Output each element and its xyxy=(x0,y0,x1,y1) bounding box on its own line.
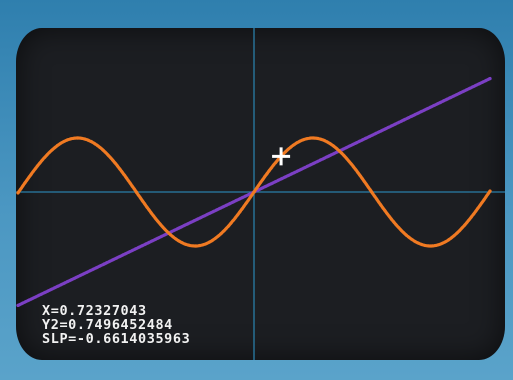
function-plot xyxy=(16,28,505,360)
trace-readout: X=0.72327043 Y2=0.7496452484 SLP=-0.6614… xyxy=(42,304,190,346)
slope-value-readout: SLP=-0.6614035963 xyxy=(42,331,191,347)
series-2-point xyxy=(134,190,138,194)
series-1-point xyxy=(102,262,106,266)
series-1-point xyxy=(16,303,20,307)
series-2-point xyxy=(252,190,256,194)
series-2-point xyxy=(75,136,80,140)
graph-screen: X=0.72327043 Y2=0.7496452484 SLP=-0.6614… xyxy=(16,28,505,360)
series-1-point xyxy=(327,154,331,158)
series-layer xyxy=(16,76,492,307)
series-1-point xyxy=(402,118,406,122)
series-1-point xyxy=(177,226,181,230)
series-2-point xyxy=(311,136,315,140)
series-2-point xyxy=(488,189,492,193)
series-2-point xyxy=(428,244,433,248)
series-2-point xyxy=(16,191,20,195)
x-value-readout: X=0.72327043 xyxy=(42,303,147,319)
y2-value-readout: Y2=0.7496452484 xyxy=(42,317,173,333)
series-2-point xyxy=(370,190,374,194)
series-2-point xyxy=(193,244,197,248)
crosshair-cursor-icon[interactable] xyxy=(272,147,291,166)
series-1-point xyxy=(488,77,492,81)
